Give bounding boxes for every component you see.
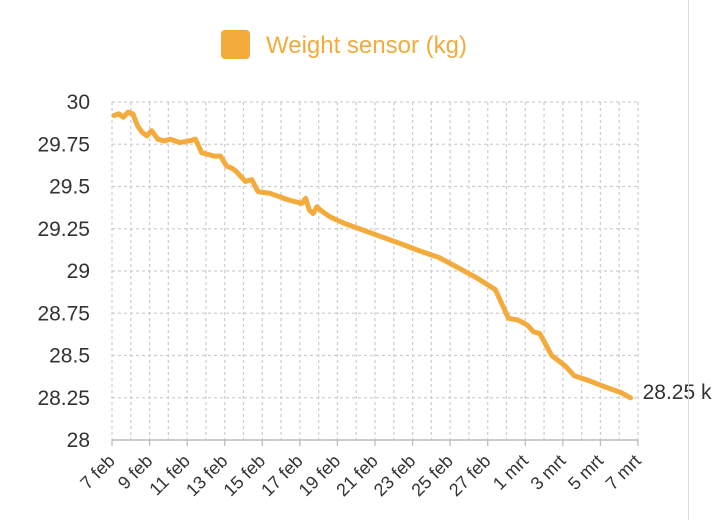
end-value-label: 28.25 k — [643, 381, 712, 404]
x-tick-label: 7 mrt — [602, 451, 645, 494]
x-tick-label: 25 feb — [407, 451, 457, 501]
legend-label: Weight sensor (kg) — [266, 32, 467, 59]
x-tick-label: 5 mrt — [564, 451, 607, 494]
y-tick-label: 29.5 — [49, 176, 90, 199]
x-tick-label: 7 feb — [76, 451, 118, 493]
series-line-weight — [111, 109, 634, 401]
x-tick-label: 23 feb — [370, 451, 420, 501]
x-tick-label: 27 feb — [445, 451, 495, 501]
y-tick-label: 28.75 — [37, 302, 90, 325]
y-tick-label: 29 — [67, 260, 90, 283]
y-tick-label: 30 — [67, 91, 90, 114]
x-tick-label: 15 feb — [220, 451, 270, 501]
y-tick-label: 28.25 — [37, 387, 90, 410]
legend-swatch — [221, 30, 250, 59]
x-tick-label: 13 feb — [182, 451, 232, 501]
x-tick-label: 21 feb — [332, 451, 382, 501]
x-tick-label: 17 feb — [257, 451, 307, 501]
x-tick-label: 3 mrt — [527, 451, 570, 494]
y-tick-label: 28 — [67, 429, 90, 452]
y-tick-label: 29.75 — [37, 133, 90, 156]
y-tick-label: 28.5 — [49, 345, 90, 368]
y-tick-label: 29.25 — [37, 218, 90, 241]
panel-divider — [688, 0, 689, 520]
x-tick-label: 19 feb — [295, 451, 345, 501]
x-tick-label: 1 mrt — [489, 451, 532, 494]
